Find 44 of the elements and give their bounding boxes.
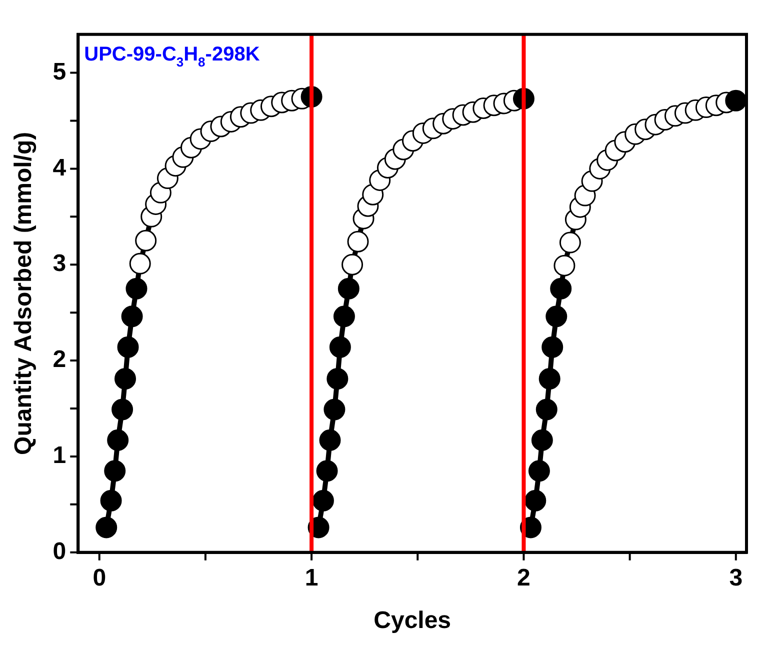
point <box>114 368 136 390</box>
y-axis-title: Quantity Adsorbed (mmol/g) <box>10 132 38 455</box>
point <box>536 398 558 420</box>
point <box>126 278 148 300</box>
point <box>528 460 550 482</box>
point <box>104 460 126 482</box>
point <box>531 429 553 451</box>
point <box>524 490 546 512</box>
y-tick-label: 3 <box>52 250 66 278</box>
point <box>538 368 560 390</box>
point <box>129 252 151 274</box>
y-tick-label: 0 <box>52 538 66 566</box>
point <box>117 336 139 358</box>
point <box>326 368 348 390</box>
point <box>312 490 334 512</box>
x-tick-label: 2 <box>517 564 530 592</box>
y-tick-label: 5 <box>52 58 66 86</box>
point <box>338 278 360 300</box>
y-tick-label: 2 <box>52 346 66 374</box>
point <box>542 336 564 358</box>
point <box>324 398 346 420</box>
point <box>96 516 118 538</box>
x-tick-label: 0 <box>92 564 106 592</box>
point <box>319 429 341 451</box>
y-tick-label: 1 <box>52 442 66 470</box>
point <box>112 398 134 420</box>
point <box>347 230 369 252</box>
x-tick-label: 1 <box>304 564 318 592</box>
point <box>316 460 338 482</box>
point <box>546 306 568 328</box>
point <box>550 278 572 300</box>
point <box>329 336 351 358</box>
point <box>100 490 122 512</box>
y-tick-label: 4 <box>52 154 67 182</box>
x-tick-label: 3 <box>729 564 743 592</box>
point <box>107 429 129 451</box>
x-axis-title: Cycles <box>374 607 452 634</box>
point <box>725 90 746 112</box>
point <box>342 254 364 276</box>
point <box>333 306 355 328</box>
point <box>554 254 576 276</box>
point <box>135 230 157 252</box>
point <box>559 232 581 254</box>
point <box>121 306 143 328</box>
